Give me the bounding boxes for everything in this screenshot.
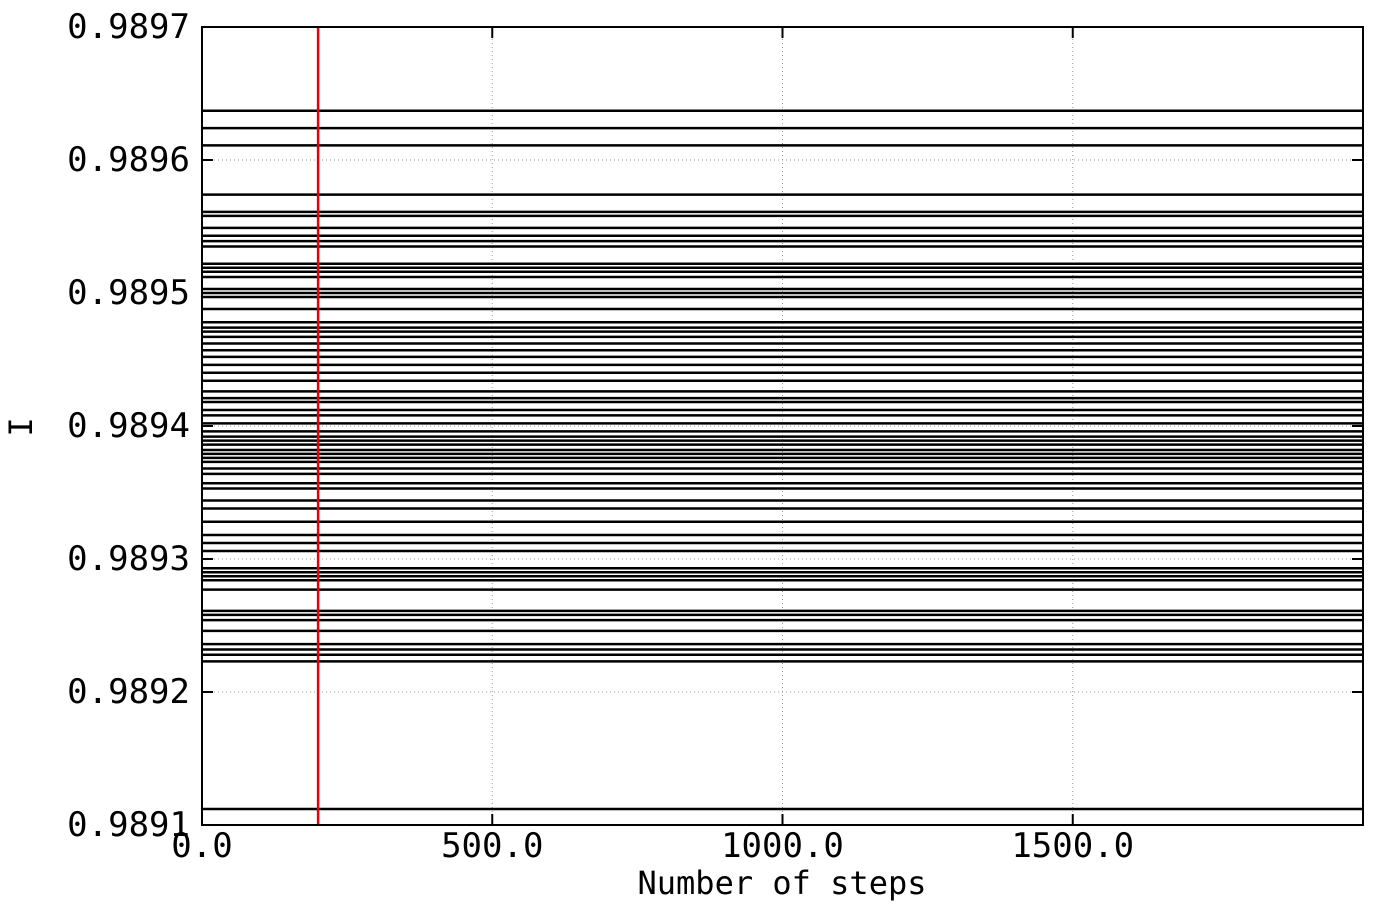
y-tick-label: 0.9892 <box>67 672 190 712</box>
y-tick-labels: 0.9891 0.9892 0.9893 0.9894 0.9895 0.9896 0.98… <box>67 7 190 845</box>
x-axis-label: Number of steps <box>638 864 927 902</box>
x-tick-label: 0.0 <box>171 826 232 866</box>
y-axis-label: I <box>2 417 40 436</box>
y-tick-label: 0.9897 <box>67 7 190 47</box>
series-lines <box>202 109 1363 811</box>
axis-ticks <box>201 26 1363 826</box>
x-tick-labels: 0.0 500.0 1000.0 1500.0 <box>171 826 1134 866</box>
y-tick-label: 0.9891 <box>67 805 190 845</box>
x-tick-label: 500.0 <box>441 826 543 866</box>
y-tick-label: 0.9895 <box>67 273 190 313</box>
y-tick-label: 0.9896 <box>67 140 190 180</box>
x-tick-label: 1500.0 <box>1011 826 1134 866</box>
x-tick-label: 1000.0 <box>721 826 844 866</box>
y-tick-label: 0.9894 <box>67 406 190 446</box>
y-tick-label: 0.9893 <box>67 539 190 579</box>
